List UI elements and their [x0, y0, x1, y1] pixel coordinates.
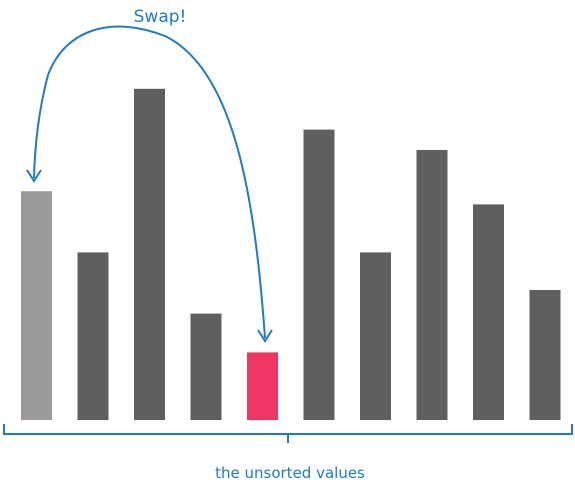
bar — [360, 252, 391, 420]
bar-swap-target — [247, 352, 278, 420]
bars — [21, 88, 561, 421]
bar — [473, 204, 504, 420]
range-bracket — [3, 424, 573, 443]
bar — [416, 150, 448, 420]
swap-arrow-head-left — [26, 169, 42, 183]
bar — [529, 290, 561, 420]
bar — [134, 88, 165, 421]
bar-swap-source — [21, 191, 52, 420]
bar — [303, 129, 335, 420]
bar — [190, 313, 222, 420]
swap-arrow-head-right — [257, 329, 273, 343]
swap-label: Swap! — [134, 7, 187, 27]
swap-arrow — [33, 25, 266, 339]
caption: the unsorted values — [215, 464, 365, 482]
bar — [77, 252, 109, 420]
